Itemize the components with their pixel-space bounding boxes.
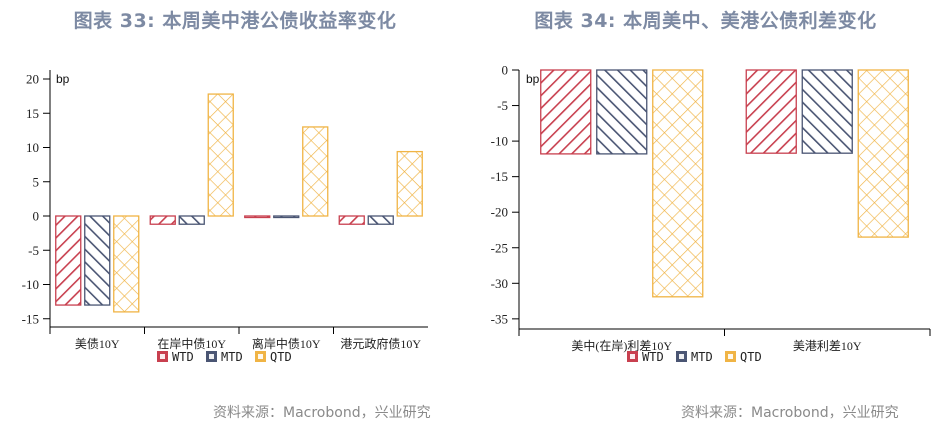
bar-mtd [84, 215, 111, 306]
bar-chart-spread-change: 0 -5 -10 -15 -20 -25 -30 -35 bp 美中(在岸)利差10Y 美港利差10… [491, 63, 931, 364]
chart-panel-spread-change: 图表 34: 本周美中、美港公债利差变化 0 -5 -10 -15 -20 -25 -30 -… [470, 0, 941, 425]
legend-label: QTD [740, 350, 762, 364]
y-tick-label: -15 [491, 169, 508, 184]
legend-item-mtd: MTD [676, 350, 713, 364]
bar-qtd [113, 215, 140, 313]
chart-title: 图表 34: 本周美中、美港公债利差变化 [534, 10, 877, 32]
bar-qtd [652, 69, 704, 298]
bar-wtd [149, 215, 176, 225]
x-category-label: 美港利差10Y [793, 339, 862, 353]
bar-wtd [540, 69, 592, 155]
y-tick-label: 0 [502, 63, 509, 78]
y-tick-label: -15 [22, 311, 39, 326]
y-unit-label: bp [56, 72, 70, 86]
x-category-label: 美中(在岸)利差10Y [571, 338, 672, 353]
y-tick-label: -20 [491, 205, 508, 220]
bar-mtd [178, 215, 205, 225]
y-tick-label: -30 [491, 276, 508, 291]
y-tick-label: 0 [33, 209, 40, 224]
y-tick-label: 5 [33, 174, 40, 189]
source-note: 资料来源：Macrobond，兴业研究 [681, 405, 899, 421]
legend-label: MTD [221, 350, 243, 364]
legend-item-mtd: MTD [206, 350, 243, 364]
legend-item-wtd: WTD [157, 350, 194, 364]
y-tick-label: -5 [497, 98, 508, 113]
y-tick-label: 15 [26, 106, 39, 121]
bar-mtd [367, 215, 394, 225]
legend-item-qtd: QTD [725, 350, 762, 364]
x-category-label: 美债10Y [75, 337, 120, 351]
legend-item-wtd: WTD [627, 350, 664, 364]
x-category-label: 离岸中债10Y [252, 336, 321, 351]
legend-label: WTD [172, 350, 194, 364]
x-category-label: 港元政府债10Y [340, 336, 421, 351]
y-tick-label: 10 [26, 140, 39, 155]
bar-wtd [745, 69, 797, 154]
y-tick-label: -25 [491, 240, 508, 255]
bar-qtd [396, 150, 423, 217]
bar-wtd [244, 215, 271, 219]
legend-label: MTD [691, 350, 713, 364]
legend-label: QTD [270, 350, 292, 364]
y-tick-label: 20 [26, 72, 39, 87]
chart-panel-yield-change: 图表 33: 本周美中港公债收益率变化 20 15 10 5 0 -5 -10 -15 bp 美债… [0, 0, 470, 425]
y-tick-label: -5 [28, 243, 39, 258]
bar-mtd [801, 69, 853, 154]
legend-item-qtd: QTD [255, 350, 292, 364]
y-unit-label: bp [526, 72, 540, 86]
y-tick-label: -10 [491, 134, 508, 149]
y-tick-label: -35 [491, 311, 508, 326]
bar-wtd [338, 215, 365, 225]
chart-title: 图表 33: 本周美中港公债收益率变化 [73, 10, 397, 32]
x-category-label: 在岸中债10Y [157, 336, 226, 351]
bar-qtd [207, 93, 234, 217]
bar-qtd [302, 126, 329, 217]
bar-chart-yield-change: 20 15 10 5 0 -5 -10 -15 bp 美债10Y 在岸中债10Y 离岸中债10Y 港元政… [22, 70, 428, 364]
y-tick-label: -10 [22, 277, 39, 292]
bar-mtd [273, 215, 300, 219]
bar-mtd [596, 69, 648, 155]
bar-qtd [857, 69, 909, 238]
legend-label: WTD [642, 350, 664, 364]
bar-wtd [55, 215, 82, 306]
source-note: 资料来源：Macrobond，兴业研究 [213, 405, 431, 421]
